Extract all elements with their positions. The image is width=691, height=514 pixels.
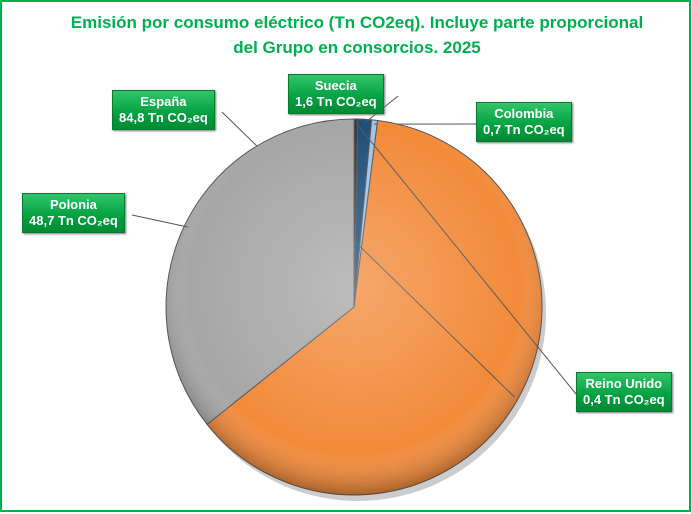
value-label: 1,6 Tn CO₂eq [295,94,377,110]
category-label: Colombia [483,106,565,122]
chart-title: Emisión por consumo eléctrico (Tn CO2eq)… [62,10,652,60]
value-label: 84,8 Tn CO₂eq [119,110,208,126]
category-label: Reino Unido [583,376,665,392]
value-label: 0,4 Tn CO₂eq [583,392,665,408]
category-label: España [119,94,208,110]
category-label: Suecia [295,78,377,94]
value-label: 0,7 Tn CO₂eq [483,122,565,138]
value-label: 48,7 Tn CO₂eq [29,213,118,229]
leader-line [132,215,188,227]
category-label: Polonia [29,197,118,213]
